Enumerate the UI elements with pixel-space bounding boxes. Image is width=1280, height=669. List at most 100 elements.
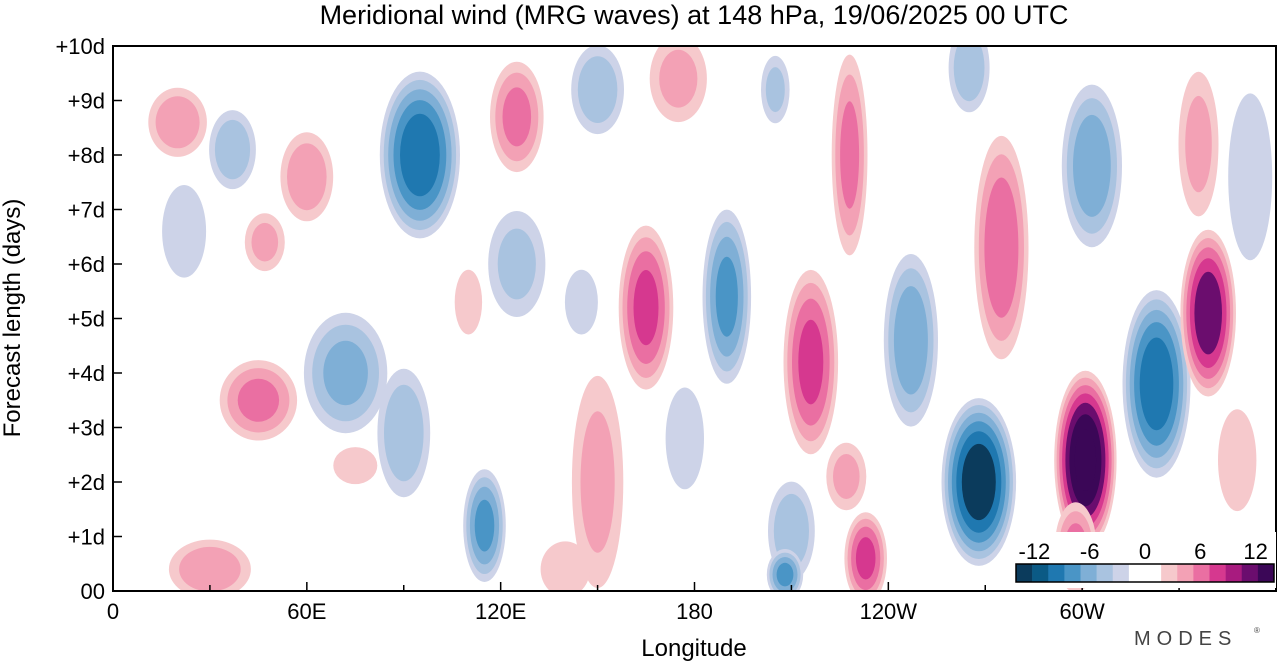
wind-anomaly-blob — [844, 512, 887, 591]
colorbar-swatch — [1209, 564, 1226, 582]
y-tick-label: +8d — [68, 143, 105, 168]
wind-anomaly-blob — [941, 398, 1017, 566]
contour-level — [384, 384, 424, 482]
y-axis-ticks: 00 +1d +2d +3d +4d +5d +6d +7d +8d +9d +10d — [55, 34, 122, 604]
contour-level — [855, 537, 876, 580]
y-tick-label: +9d — [68, 89, 105, 114]
wind-anomaly-blob — [1061, 84, 1122, 248]
contour-level — [454, 269, 483, 335]
colorbar-swatch — [1064, 564, 1081, 582]
colorbar-frame — [1015, 563, 1275, 583]
wind-anomaly-blob — [244, 213, 285, 272]
wind-anomaly-blob — [766, 549, 804, 591]
wind-anomaly-blob — [148, 87, 207, 157]
wind-anomaly-blob — [702, 209, 752, 384]
x-tick-label: 60W — [1060, 599, 1105, 624]
y-axis-label: Forecast length (days) — [0, 199, 26, 438]
wind-anomaly-blob — [463, 469, 506, 582]
x-tick-label: 120W — [860, 599, 918, 624]
colorbar-swatch — [1032, 564, 1049, 582]
colorbar-tick-label: -12 — [1019, 539, 1051, 564]
wind-anomaly-blob — [564, 269, 598, 335]
x-tick-label: 180 — [676, 599, 713, 624]
wind-anomaly-blob — [974, 135, 1029, 360]
contour-level — [633, 270, 659, 346]
contour-level — [1194, 271, 1222, 355]
contour-level — [1074, 429, 1097, 491]
contour-level — [400, 113, 440, 197]
wind-anomaly-blob — [209, 110, 256, 190]
y-tick-label: +4d — [68, 361, 105, 386]
y-tick-label: +1d — [68, 525, 105, 550]
wind-anomaly-blob — [783, 269, 839, 455]
wind-anomaly-blob — [1122, 290, 1191, 478]
wind-anomaly-blob — [379, 71, 460, 239]
colorbar-swatch — [1193, 564, 1210, 582]
contour-level — [765, 67, 785, 113]
wind-anomaly-blob — [280, 132, 334, 222]
colorbar-tick-label: -6 — [1080, 539, 1100, 564]
contour-level — [893, 286, 928, 395]
y-tick-label: +7d — [68, 198, 105, 223]
contour-level — [659, 49, 698, 108]
y-tick-label: +3d — [68, 416, 105, 441]
x-tick-label: 0 — [107, 599, 119, 624]
colorbar-swatch — [1096, 564, 1114, 582]
x-tick-label: 120E — [475, 599, 526, 624]
contour-level — [577, 56, 618, 123]
wind-anomaly-blob — [162, 185, 207, 278]
wind-anomaly-blob — [303, 312, 388, 434]
colorbar-swatch — [1241, 564, 1259, 582]
colorbar-swatch — [1080, 564, 1097, 582]
colorbar: -12 -6 0 6 12 — [1010, 532, 1276, 588]
colorbar-swatch — [1161, 564, 1178, 582]
wind-anomaly-blob — [883, 253, 939, 427]
colorbar-tick-label: 0 — [1139, 539, 1151, 564]
contour-level — [502, 87, 532, 147]
wind-anomaly-blob — [649, 46, 707, 123]
y-tick-label: +5d — [68, 307, 105, 332]
wind-anomaly-blob — [826, 442, 867, 511]
contour-level — [497, 228, 536, 300]
contour-level — [715, 256, 738, 337]
contour-level — [1228, 93, 1273, 261]
colorbar-tick-label: 6 — [1194, 539, 1206, 564]
wind-anomaly-blob — [488, 211, 546, 317]
colorbar-swatch — [1128, 564, 1146, 582]
contour-level — [961, 443, 996, 521]
contour-level — [251, 222, 279, 262]
contour-level — [580, 411, 615, 553]
wind-anomaly-blob — [948, 46, 990, 113]
contour-level — [665, 387, 704, 490]
contour-level — [155, 96, 200, 149]
contour-level — [214, 119, 251, 180]
colorbar-swatch — [1225, 564, 1243, 582]
modes-logo: MODES — [1134, 628, 1237, 650]
contour-level — [1073, 114, 1111, 217]
contour-level — [953, 46, 985, 102]
plot-area — [148, 46, 1273, 591]
contour-level — [287, 143, 327, 211]
contour-level — [840, 101, 860, 209]
x-axis-ticks: 0 60E 120E 180 120W 60W — [107, 582, 1277, 624]
wind-anomaly-blob — [665, 387, 704, 490]
wind-anomaly-blob — [831, 54, 868, 256]
colorbar-swatch — [1016, 564, 1033, 582]
contour-level — [237, 378, 280, 422]
y-tick-label: +6d — [68, 252, 105, 277]
y-tick-label: +10d — [55, 34, 105, 59]
colorbar-swatch — [1257, 564, 1275, 582]
contour-level — [833, 454, 860, 499]
wind-anomaly-blob — [571, 375, 624, 589]
contour-level — [1218, 409, 1257, 512]
y-tick-label: +2d — [68, 470, 105, 495]
colorbar-swatch — [1112, 564, 1130, 582]
contour-level — [323, 340, 368, 406]
x-axis-label: Longitude — [641, 635, 746, 662]
wind-anomaly-blob — [219, 360, 298, 441]
wind-anomaly-blob — [377, 368, 431, 498]
contour-level — [1185, 95, 1212, 193]
contour-level — [564, 269, 598, 335]
contour-level — [162, 185, 207, 278]
